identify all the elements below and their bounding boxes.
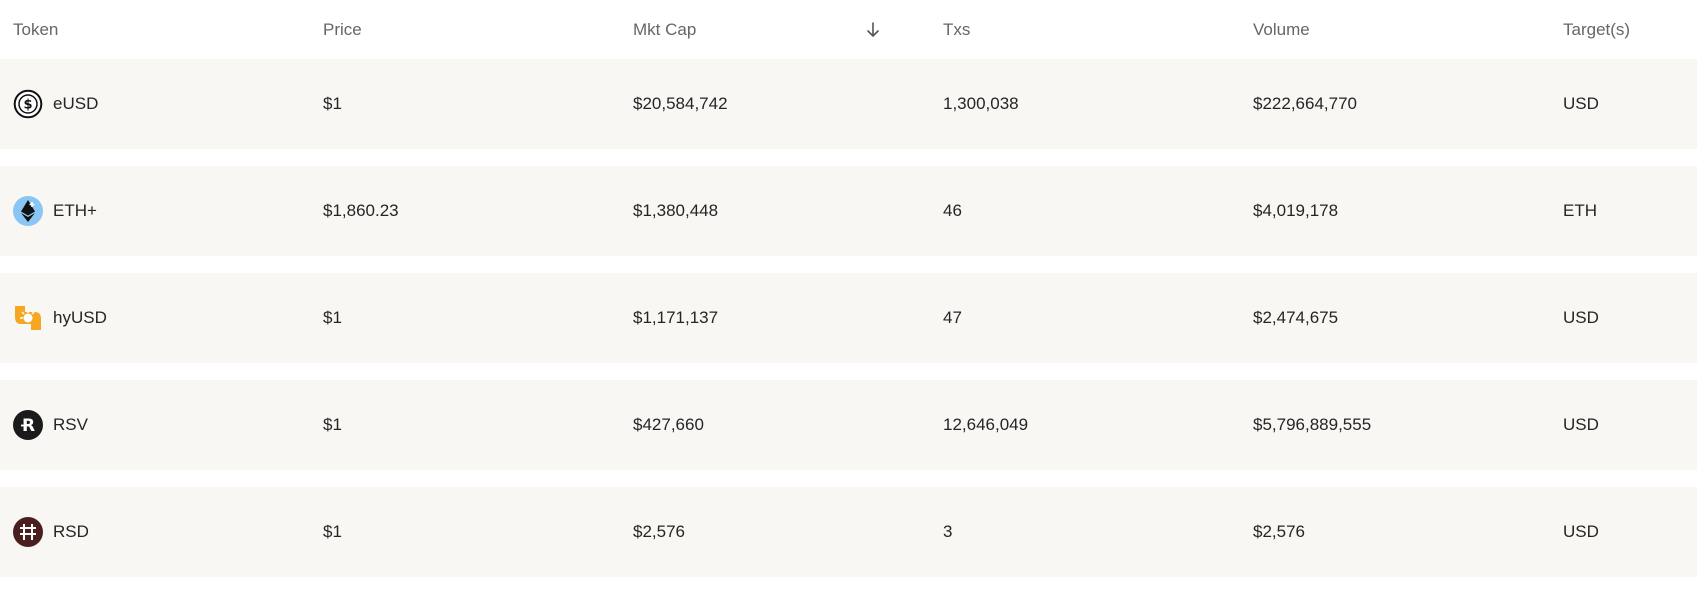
token-price: $1 bbox=[323, 94, 342, 113]
token-txs: 46 bbox=[943, 201, 962, 220]
token-target: ETH bbox=[1563, 201, 1597, 220]
token-volume: $4,019,178 bbox=[1253, 201, 1339, 220]
token-mkt-cap: $20,584,742 bbox=[633, 94, 728, 113]
token-txs: 47 bbox=[943, 308, 962, 327]
token-target: USD bbox=[1563, 94, 1599, 113]
rsd-icon bbox=[13, 517, 43, 547]
token-mkt-cap: $1,171,137 bbox=[633, 308, 719, 327]
token-name[interactable]: eUSD bbox=[53, 94, 99, 113]
token-volume: $2,474,675 bbox=[1253, 308, 1339, 327]
header-token[interactable]: Token bbox=[13, 20, 59, 39]
header-txs[interactable]: Txs bbox=[943, 20, 971, 39]
token-target: USD bbox=[1563, 415, 1599, 434]
rsv-icon: R bbox=[13, 410, 43, 440]
table-row[interactable]: hyUSD $1 $1,171,137 47 $2,474,675 USD bbox=[0, 273, 1697, 363]
token-txs: 12,646,049 bbox=[943, 415, 1029, 434]
token-name[interactable]: hyUSD bbox=[53, 308, 107, 327]
svg-text:$: $ bbox=[23, 98, 32, 113]
token-price: $1 bbox=[323, 415, 342, 434]
token-target: USD bbox=[1563, 308, 1599, 327]
token-mkt-cap: $2,576 bbox=[633, 522, 685, 541]
table-header: Token Price Mkt Cap Txs Volume Target(s) bbox=[0, 0, 1697, 59]
arrow-down-icon[interactable] bbox=[865, 21, 881, 39]
header-volume[interactable]: Volume bbox=[1253, 20, 1310, 39]
token-volume: $2,576 bbox=[1253, 522, 1305, 541]
header-price[interactable]: Price bbox=[323, 20, 362, 39]
table-row[interactable]: RSD $1 $2,576 3 $2,576 USD bbox=[0, 487, 1697, 577]
token-volume: $5,796,889,555 bbox=[1253, 415, 1372, 434]
token-name[interactable]: RSV bbox=[53, 415, 88, 434]
eusd-dollar-icon: $ bbox=[13, 89, 43, 119]
token-txs: 3 bbox=[943, 522, 953, 541]
token-txs: 1,300,038 bbox=[943, 94, 1019, 113]
header-mkt-cap[interactable]: Mkt Cap bbox=[633, 20, 697, 39]
token-target: USD bbox=[1563, 522, 1599, 541]
token-name[interactable]: ETH+ bbox=[53, 201, 97, 220]
hyusd-icon bbox=[15, 306, 41, 330]
table-row[interactable]: R RSV $1 $427,660 12,646,049 $5,796,889,… bbox=[0, 380, 1697, 470]
token-mkt-cap: $1,380,448 bbox=[633, 201, 719, 220]
token-price: $1 bbox=[323, 308, 342, 327]
token-mkt-cap: $427,660 bbox=[633, 415, 704, 434]
token-price: $1,860.23 bbox=[323, 201, 399, 220]
table-row[interactable]: ETH+ $1,860.23 $1,380,448 46 $4,019,178 … bbox=[0, 166, 1697, 256]
token-table: Token Price Mkt Cap Txs Volume Target(s)… bbox=[0, 0, 1697, 577]
ethereum-plus-icon bbox=[13, 196, 43, 226]
token-volume: $222,664,770 bbox=[1253, 94, 1357, 113]
table-row[interactable]: $ eUSD $1 $20,584,742 1,300,038 $222,664… bbox=[0, 59, 1697, 149]
token-name[interactable]: RSD bbox=[53, 522, 89, 541]
token-price: $1 bbox=[323, 522, 342, 541]
header-targets[interactable]: Target(s) bbox=[1563, 20, 1631, 39]
